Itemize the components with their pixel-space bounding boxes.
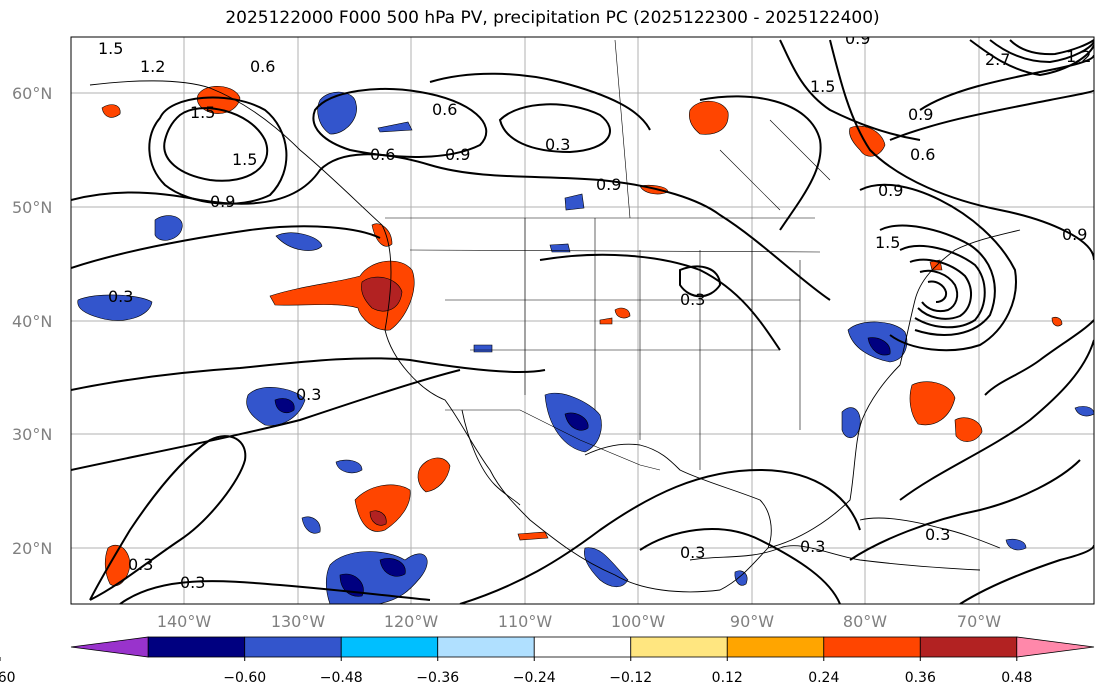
- map-title: 2025122000 F000 500 hPa PV, precipitatio…: [225, 8, 880, 28]
- colorbar-segment: [340, 636, 439, 658]
- contour-label: 0.9: [908, 105, 933, 124]
- colorbar-segment: [147, 636, 246, 658]
- contour-label: 0.9: [596, 175, 621, 194]
- lon-label: 110°W: [498, 612, 553, 631]
- lon-label: 130°W: [271, 612, 326, 631]
- colorbar-tick-label: 0.60: [0, 670, 16, 686]
- colorbar-segment: [630, 636, 728, 658]
- map-frame: [70, 36, 1095, 605]
- contour-label: 1.5: [875, 233, 900, 252]
- lat-label: 20°N: [12, 539, 52, 558]
- lon-label: 140°W: [157, 612, 212, 631]
- lat-label: 50°N: [12, 198, 52, 217]
- contour-label: 0.3: [680, 543, 705, 562]
- contour-label: 0.3: [800, 537, 825, 556]
- precip-positive-areas: [101, 86, 1063, 586]
- contour-label: 1.2: [1066, 47, 1091, 66]
- lat-label: 60°N: [12, 84, 52, 103]
- colorbar-extend-high: [1016, 636, 1095, 658]
- contour-label: 0.3: [545, 135, 570, 154]
- coastlines: [89, 80, 1021, 593]
- contour-label: 1.5: [810, 77, 835, 96]
- lat-label: 30°N: [12, 425, 52, 444]
- political-borders: [385, 39, 831, 471]
- colorbar-tick-label: 0.36: [905, 670, 936, 686]
- contour-label: 0.3: [180, 573, 205, 592]
- contour-label: 0.6: [250, 57, 275, 76]
- contour-label: 0.3: [108, 287, 133, 306]
- lat-label: 40°N: [12, 312, 52, 331]
- contour-label: 0.6: [910, 145, 935, 164]
- lon-label: 90°W: [730, 612, 774, 631]
- colorbar-segment: [919, 636, 1018, 658]
- contour-label: 1.5: [98, 39, 123, 58]
- contour-label: 0.6: [432, 100, 457, 119]
- contour-label: 0.3: [925, 525, 950, 544]
- colorbar-ticks: −0.60 −0.48 −0.36 −0.24 −0.12 0.12 0.24 0.36 0.4…: [0, 657, 1032, 686]
- lon-label: 100°W: [611, 612, 666, 631]
- contour-label: 0.9: [845, 29, 870, 48]
- colorbar-tick-label: −0.24: [513, 670, 556, 686]
- precip-negative-areas: [77, 91, 1094, 604]
- contour-label: 0.9: [878, 181, 903, 200]
- colorbar-segment: [726, 636, 825, 658]
- contour-label: 1.5: [232, 150, 257, 169]
- colorbar-extend-low: [70, 636, 149, 658]
- pv-contours: [71, 39, 1094, 604]
- colorbar-tick-label: −0.12: [609, 670, 652, 686]
- colorbar-segment: [244, 636, 342, 658]
- contour-label: 0.3: [296, 385, 321, 404]
- colorbar-tick-label: −0.60: [223, 670, 266, 686]
- colorbar-segments: [70, 636, 1095, 658]
- colorbar-tick-label: 0.12: [712, 670, 743, 686]
- colorbar-tick-label: −0.36: [416, 670, 459, 686]
- lon-label: 120°W: [384, 612, 439, 631]
- colorbar-tick-label: −0.48: [320, 670, 363, 686]
- colorbar-tick-label: 0.24: [808, 670, 839, 686]
- contour-label: 0.9: [210, 192, 235, 211]
- colorbar-segment: [533, 636, 632, 658]
- contour-label: 0.9: [1062, 225, 1087, 244]
- contour-label: 1.2: [140, 57, 165, 76]
- longitude-labels: 140°W 130°W 120°W 110°W 100°W 90°W 80°W …: [157, 612, 1001, 631]
- contour-label: 0.3: [128, 555, 153, 574]
- contour-label: 0.3: [680, 290, 705, 309]
- contour-label: 1.5: [190, 103, 215, 122]
- contour-label: 0.9: [445, 145, 470, 164]
- colorbar-segment: [437, 636, 535, 658]
- contour-label: 2.7: [985, 50, 1010, 69]
- colorbar: −0.60 −0.48 −0.36 −0.24 −0.12 0.12 0.24 0.36 0.4…: [0, 636, 1095, 686]
- lon-label: 80°W: [843, 612, 887, 631]
- contour-label: 0.6: [370, 145, 395, 164]
- pv-contour-labels: 1.5 1.2 0.6 1.5 1.5 0.9 0.6 0.3 0.9 0.6 …: [98, 29, 1091, 592]
- colorbar-tick-label: 0.48: [1001, 670, 1032, 686]
- latitude-labels: 60°N 50°N 40°N 30°N 20°N: [12, 84, 52, 558]
- colorbar-segment: [823, 636, 921, 658]
- lon-label: 70°W: [957, 612, 1001, 631]
